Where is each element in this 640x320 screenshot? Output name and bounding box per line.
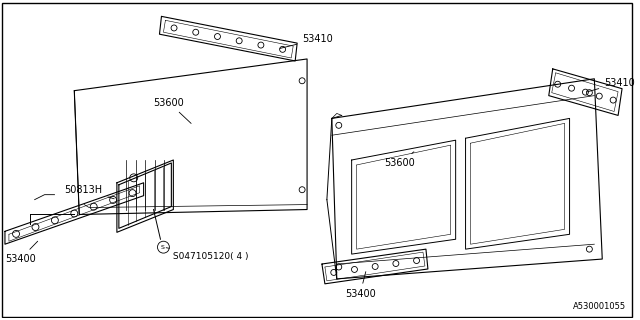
Text: S: S bbox=[161, 245, 164, 250]
Text: A530001055: A530001055 bbox=[573, 301, 626, 311]
Text: 53410: 53410 bbox=[587, 78, 635, 92]
Text: 53410: 53410 bbox=[280, 34, 333, 48]
Text: 53600: 53600 bbox=[154, 98, 191, 124]
Text: 50813H: 50813H bbox=[65, 185, 114, 199]
Text: S047105120( 4 ): S047105120( 4 ) bbox=[166, 248, 249, 260]
Text: 53400: 53400 bbox=[345, 272, 376, 299]
Text: 53400: 53400 bbox=[5, 241, 38, 264]
Text: 53600: 53600 bbox=[385, 152, 415, 168]
